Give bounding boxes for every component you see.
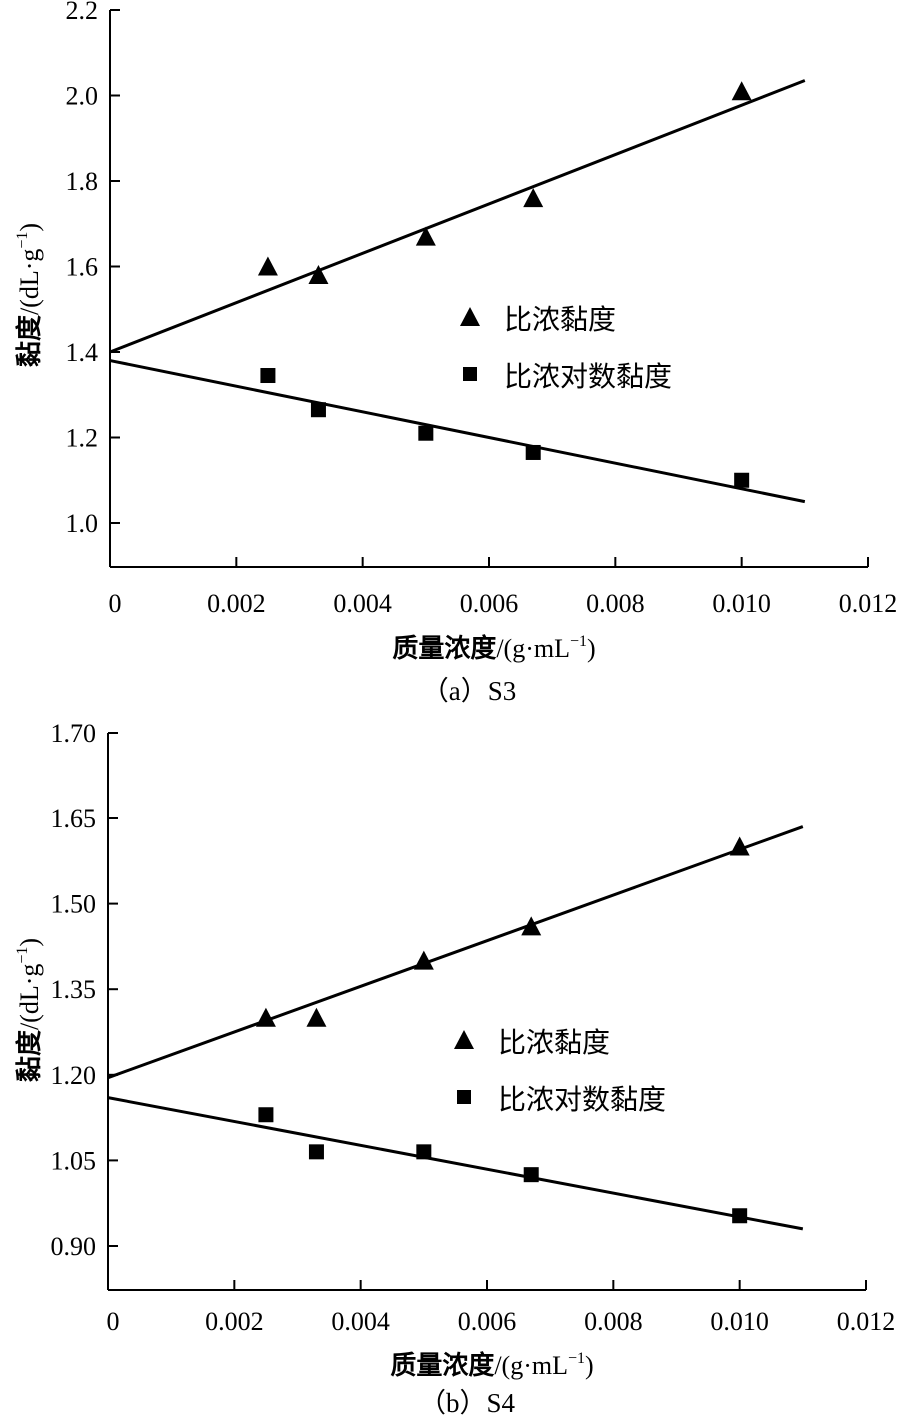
chart-panel-b: 0.90 1.05 1.20 1.35 1.50 1.65 1.70 0 0.002 0.004 0… [14,719,895,1418]
x-tick-label: 0.012 [837,1307,896,1336]
data-point-triangle [523,188,544,208]
x-tick-label: 0.010 [710,1307,769,1336]
x-tick-label: 0.002 [207,589,266,618]
legend-label-inherent-viscosity: 比浓对数黏度 [504,360,672,393]
y-axis-title: 黏度/(dL·g−1) [14,223,45,367]
panel-caption: （a）S3 [422,676,517,706]
fit-line-reduced-viscosity [107,825,804,1080]
y-tick-label: 1.0 [66,509,99,538]
y-axis-title: 黏度/(dL·g−1) [14,938,45,1082]
data-point-triangle [257,256,278,276]
legend-square-icon [463,367,477,381]
y-tick-label: 1.2 [66,424,99,453]
y-axis-title-unit: /(dL·g [15,249,44,315]
y-axis-title-main: 黏度 [14,315,45,367]
y-tick-label: 1.70 [51,719,97,748]
y-axis-title-unit: /(dL·g [15,964,44,1030]
y-tick-label: 1.6 [66,253,99,282]
data-point-triangle [413,950,434,970]
x-tick-label: 0.006 [458,1307,517,1336]
x-axis-title-close: ) [585,1351,594,1380]
y-tick-label: 1.05 [51,1146,97,1175]
x-tick-label: 0.012 [839,589,898,618]
legend-triangle-icon [454,1030,474,1049]
y-tick-label: 1.8 [66,167,99,196]
fit-line-inherent-viscosity [107,1096,804,1231]
x-tick-label: 0 [109,589,122,618]
y-axis-title-exponent: −1 [14,232,31,249]
x-tick-label: 0 [107,1307,120,1336]
data-point-square [260,368,276,384]
data-point-square [308,1144,324,1160]
x-axis-title-exponent: −1 [570,633,587,650]
data-point-triangle [729,836,750,856]
y-tick-label: 2.2 [66,0,99,25]
data-point-square [418,425,434,441]
data-point-triangle [521,916,542,936]
y-tick-label: 1.65 [51,804,97,833]
data-point-square [416,1144,432,1160]
x-tick-label: 0.010 [712,589,771,618]
y-tick-label: 1.4 [66,338,99,367]
panel-caption: （b）S4 [419,1388,516,1418]
data-point-square [525,444,541,460]
x-axis-title-main: 质量浓度 [390,1350,494,1381]
y-tick-label: 1.50 [51,890,97,919]
y-tick-label: 1.35 [51,975,97,1004]
legend-triangle-icon [460,307,480,326]
y-axis-title-main: 黏度 [14,1030,45,1082]
data-point-square [734,472,750,488]
legend-label-reduced-viscosity: 比浓黏度 [498,1026,610,1059]
x-axis-title-close: ) [587,634,596,663]
y-tick-label: 1.20 [51,1061,97,1090]
x-tick-label: 0.002 [205,1307,264,1336]
x-tick-label: 0.008 [586,589,645,618]
data-point-square [310,402,326,418]
x-tick-label: 0.006 [460,589,519,618]
x-axis-title-exponent: −1 [568,1350,585,1367]
fit-line-reduced-viscosity [109,79,806,354]
x-axis-title: 质量浓度/(g·mL−1) [392,633,595,664]
x-axis-title: 质量浓度/(g·mL−1) [390,1350,593,1381]
y-axis-title-exponent: −1 [14,947,31,964]
data-point-triangle [308,265,329,285]
y-axis-title-close: ) [15,223,44,232]
x-tick-label: 0.004 [331,1307,390,1336]
y-tick-label: 0.90 [51,1232,97,1261]
data-point-triangle [306,1007,327,1027]
data-point-square [523,1167,539,1183]
x-tick-label: 0.008 [584,1307,643,1336]
data-point-triangle [731,81,752,101]
x-axis-title-unit: /(g·mL [496,634,570,663]
data-point-triangle [415,226,436,246]
y-tick-label: 2.0 [66,82,99,111]
legend-square-icon [457,1090,471,1104]
data-point-square [732,1208,748,1224]
legend-label-reduced-viscosity: 比浓黏度 [504,303,616,336]
legend-label-inherent-viscosity: 比浓对数黏度 [498,1083,666,1116]
x-axis-title-main: 质量浓度 [392,633,496,664]
chart-panel-a: 1.0 1.2 1.4 1.6 1.8 2.0 2.2 0 0.002 0.004 0.006 0.0… [14,0,897,706]
y-axis-title-close: ) [15,938,44,947]
fit-line-inherent-viscosity [109,359,806,504]
data-point-triangle [255,1007,276,1027]
data-point-square [258,1107,274,1123]
x-tick-label: 0.004 [333,589,392,618]
x-axis-title-unit: /(g·mL [494,1351,568,1380]
